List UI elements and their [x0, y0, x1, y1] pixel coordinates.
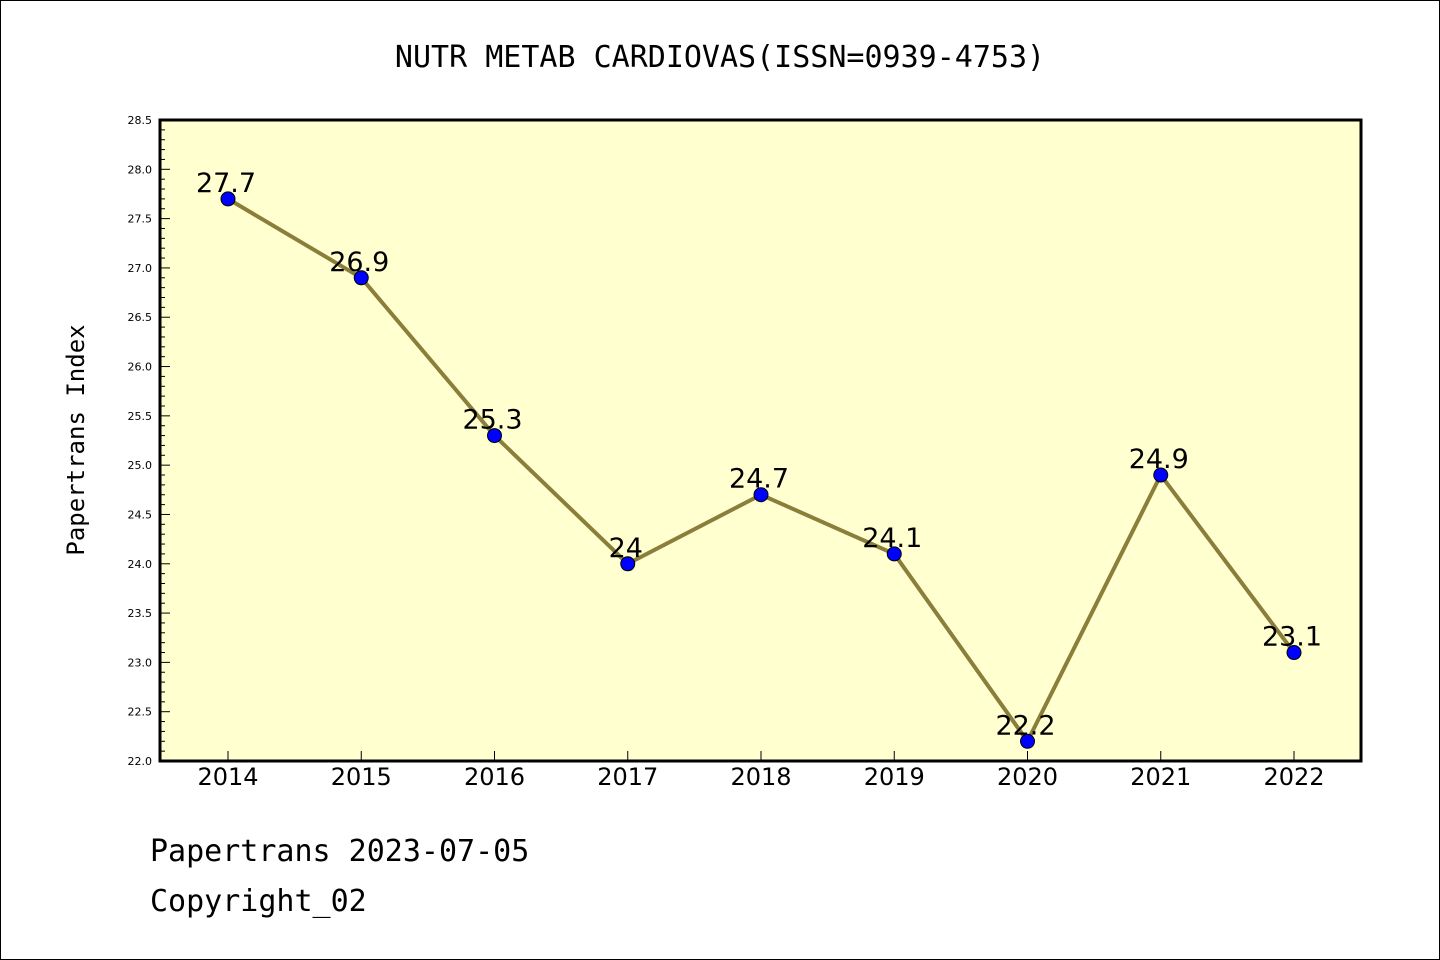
- y-tick-label: 24.5: [128, 508, 153, 521]
- x-tick-label: 2019: [864, 763, 925, 791]
- y-tick-label: 24.0: [128, 558, 153, 571]
- footer-date-line: Papertrans 2023-07-05: [150, 834, 530, 869]
- data-point: [1153, 467, 1169, 483]
- x-tick-label: 2014: [197, 763, 258, 791]
- data-point: [220, 191, 236, 207]
- data-point: [1286, 645, 1302, 661]
- data-label: 26.9: [329, 247, 389, 278]
- data-label: 22.2: [995, 710, 1055, 741]
- data-point: [353, 270, 369, 286]
- data-label: 24.1: [862, 523, 922, 554]
- x-tick-label: 2015: [331, 763, 392, 791]
- data-markers: [220, 191, 1302, 749]
- data-label: 24.9: [1129, 444, 1189, 475]
- data-point: [620, 556, 636, 572]
- plot-area: [160, 120, 1361, 761]
- data-label: 24: [609, 533, 643, 564]
- y-tick-label: 27.0: [128, 262, 153, 275]
- plot-border: [158, 118, 1363, 763]
- x-tick-label: 2017: [597, 763, 658, 791]
- x-tick-label: 2021: [1130, 763, 1191, 791]
- y-tick-label: 28.0: [128, 163, 153, 176]
- y-axis: 22.0 22.5 23.0 23.5 24.0 24.5 25.0 25.5 26.0 26.5…: [128, 114, 170, 768]
- y-tick-label: 26.5: [128, 311, 153, 324]
- y-tick-label: 25.0: [128, 459, 153, 472]
- data-point: [487, 428, 502, 444]
- x-tick-label: 2022: [1263, 763, 1324, 791]
- data-labels: 27.7 26.9 25.3 24 24.7 24.1 22.2 24.9 23.1: [196, 168, 1322, 741]
- x-tick-label: 2016: [464, 763, 525, 791]
- y-tick-label: 23.0: [128, 656, 153, 669]
- y-tick-label: 23.5: [128, 607, 153, 620]
- y-tick-label: 28.5: [128, 114, 153, 127]
- data-point: [753, 487, 769, 503]
- y-tick-label: 22.5: [128, 706, 153, 719]
- data-label: 23.1: [1262, 622, 1322, 653]
- chart-title: NUTR METAB CARDIOVAS(ISSN=0939-4753): [395, 40, 1045, 75]
- y-axis-label: Papertrans Index: [62, 324, 90, 555]
- y-tick-label: 27.5: [128, 213, 153, 226]
- data-point: [886, 546, 902, 562]
- data-point: [1020, 733, 1035, 749]
- data-label: 25.3: [462, 405, 522, 436]
- x-axis: 2014 2015 2016 2017 2018 2019 2020 2021 2022: [197, 751, 1325, 791]
- y-tick-label: 25.5: [128, 410, 153, 423]
- data-label: 27.7: [196, 168, 256, 199]
- x-tick-label: 2020: [997, 763, 1058, 791]
- y-tick-label: 22.0: [128, 755, 153, 768]
- data-label: 24.7: [729, 464, 789, 495]
- x-tick-label: 2018: [730, 763, 791, 791]
- y-tick-label: 26.0: [128, 361, 153, 374]
- footer-copyright-line: Copyright_02: [150, 884, 367, 919]
